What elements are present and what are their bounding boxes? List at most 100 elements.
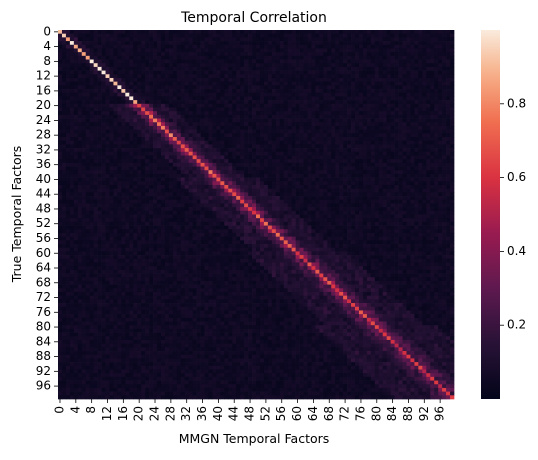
heatmap-cell [374, 144, 380, 149]
heatmap-cell [339, 140, 344, 145]
heatmap-cell [192, 37, 197, 42]
heatmap-cell [434, 33, 439, 38]
heatmap-cell [279, 33, 285, 38]
heatmap-cell [216, 100, 221, 105]
heatmap-cell [117, 129, 122, 134]
heatmap-cell [204, 118, 209, 123]
heatmap-cell [370, 177, 376, 182]
heatmap-cell [97, 77, 102, 83]
heatmap-cell [196, 155, 201, 160]
heatmap-cell [351, 70, 356, 75]
heatmap-cell [117, 170, 122, 175]
heatmap-cell [105, 81, 110, 86]
heatmap-cell [259, 162, 265, 167]
heatmap-cell [267, 181, 273, 186]
heatmap-cell [319, 181, 324, 186]
heatmap-cell [291, 107, 296, 112]
heatmap-cell [358, 114, 364, 119]
heatmap-cell [93, 203, 98, 208]
heatmap-cell [73, 173, 79, 178]
heatmap-cell [248, 170, 253, 175]
heatmap-cell [374, 207, 380, 212]
heatmap-cell [295, 129, 300, 134]
heatmap-cell [271, 74, 277, 79]
heatmap-cell [236, 81, 241, 86]
heatmap-cell [252, 100, 257, 105]
heatmap-cell [196, 70, 201, 75]
heatmap-cell [240, 125, 245, 130]
heatmap-cell [121, 66, 126, 71]
heatmap-cell [93, 100, 98, 105]
heatmap-cell [422, 63, 427, 68]
heatmap-cell [188, 199, 193, 204]
heatmap-cell [200, 184, 205, 190]
heatmap-cell [101, 33, 106, 38]
heatmap-cell [113, 63, 118, 68]
heatmap-cell [133, 129, 138, 134]
heatmap-cell [97, 162, 102, 167]
heatmap-cell [386, 103, 391, 108]
heatmap-cell [244, 77, 249, 83]
heatmap-cell [323, 118, 328, 123]
heatmap-cell [315, 207, 320, 212]
heatmap-cell [101, 81, 106, 86]
heatmap-cell [374, 166, 380, 171]
heatmap-cell [299, 192, 304, 197]
heatmap-cell [192, 33, 197, 38]
heatmap-cell [315, 74, 320, 79]
heatmap-cell [77, 155, 83, 160]
heatmap-cell [355, 114, 360, 119]
heatmap-cell [355, 59, 360, 64]
heatmap-cell [426, 103, 431, 108]
heatmap-cell [192, 63, 197, 68]
heatmap-cell [303, 111, 308, 116]
heatmap-cell [101, 59, 106, 64]
heatmap-cell [271, 52, 277, 57]
heatmap-cell [160, 100, 166, 105]
heatmap-cell [69, 52, 75, 57]
heatmap-cell [117, 81, 122, 86]
heatmap-cell [390, 129, 395, 134]
heatmap-cell [279, 133, 285, 138]
heatmap-cell [129, 177, 134, 182]
heatmap-cell [141, 111, 146, 116]
heatmap-cell [370, 148, 376, 153]
heatmap-cell [434, 63, 439, 68]
heatmap-cell [418, 184, 423, 190]
heatmap-cell [137, 173, 142, 178]
heatmap-cell [153, 207, 158, 212]
heatmap-cell [153, 151, 158, 156]
heatmap-cell [378, 118, 384, 123]
heatmap-cell [370, 111, 376, 116]
heatmap-cell [339, 196, 344, 201]
heatmap-cell [426, 125, 431, 130]
heatmap-cell [358, 44, 364, 49]
heatmap-cell [271, 114, 277, 119]
heatmap-cell [267, 196, 273, 201]
heatmap-cell [295, 184, 300, 190]
heatmap-cell [398, 173, 403, 178]
heatmap-cell [184, 133, 190, 138]
heatmap-cell [216, 155, 221, 160]
heatmap-cell [259, 66, 265, 71]
heatmap-cell [279, 155, 285, 160]
heatmap-cell [200, 199, 205, 204]
heatmap-cell [323, 30, 328, 35]
heatmap-cell [168, 48, 174, 53]
heatmap-cell [172, 148, 178, 153]
heatmap-cell [121, 129, 126, 134]
heatmap-cell [351, 155, 356, 160]
heatmap-cell [232, 111, 237, 116]
heatmap-cell [180, 44, 186, 49]
heatmap-cell [374, 100, 380, 105]
heatmap-cell [414, 74, 419, 79]
heatmap-cell [240, 41, 245, 46]
heatmap-cell [271, 100, 277, 105]
heatmap-cell [343, 92, 348, 97]
heatmap-cell [398, 114, 403, 119]
heatmap-cell [319, 125, 324, 130]
heatmap-cell [89, 162, 94, 167]
heatmap-cell [61, 170, 67, 175]
heatmap-cell [176, 166, 182, 171]
heatmap-cell [236, 33, 241, 38]
